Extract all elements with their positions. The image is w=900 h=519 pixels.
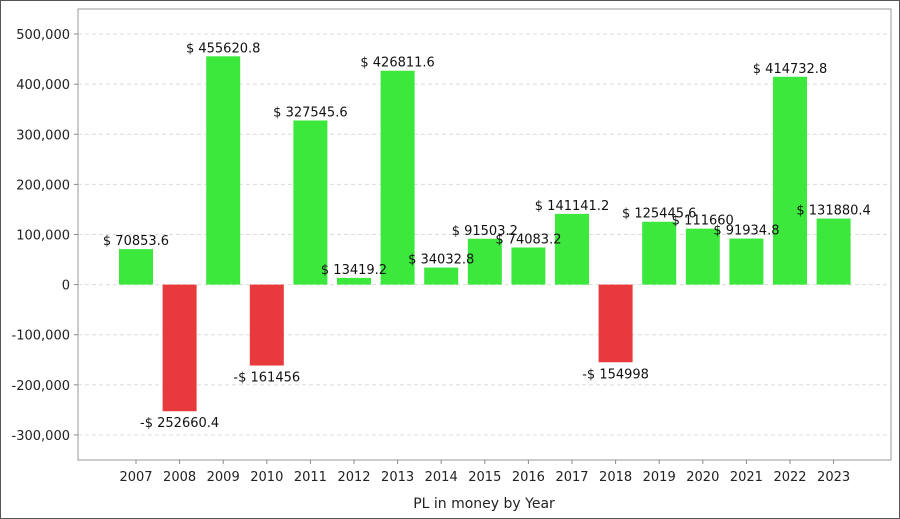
data-label-2010: -$ 161456 [233, 371, 300, 386]
data-label-2020: $ 111660 [672, 214, 734, 229]
bar-2010 [249, 284, 284, 366]
bar-2022 [773, 76, 807, 285]
y-tick-label: -300,000 [12, 429, 70, 444]
x-tick-label-2019: 2019 [643, 470, 676, 485]
x-tick-label-2007: 2007 [119, 470, 152, 485]
bar-2012 [337, 277, 371, 285]
data-label-2018: -$ 154998 [582, 367, 649, 382]
x-axis-title: PL in money by Year [413, 496, 555, 512]
data-label-2021: $ 91934.8 [713, 224, 779, 239]
bar-2007 [119, 249, 153, 285]
y-tick-label: -200,000 [12, 379, 70, 394]
data-label-2013: $ 426811.6 [360, 56, 434, 71]
bar-2011 [293, 120, 328, 285]
x-tick-label-2023: 2023 [817, 470, 850, 485]
x-tick-label-2011: 2011 [294, 470, 327, 485]
bar-2016 [511, 247, 546, 285]
x-tick-label-2021: 2021 [730, 470, 763, 485]
x-tick-label-2018: 2018 [599, 470, 632, 485]
bars [119, 56, 851, 412]
y-tick-label: 100,000 [16, 229, 70, 244]
y-tick-label: 500,000 [16, 28, 70, 43]
axes [74, 8, 892, 464]
x-tick-label-2017: 2017 [555, 470, 588, 485]
x-tick-label-2009: 2009 [207, 470, 240, 485]
data-label-2015: $ 91503.2 [452, 224, 518, 239]
bar-2014 [424, 267, 459, 285]
x-tick-label-2016: 2016 [512, 470, 545, 485]
data-label-2007: $ 70853.6 [103, 234, 169, 249]
y-tick-label: 0 [62, 279, 70, 294]
bar-2023 [816, 218, 851, 285]
data-label-2017: $ 141141.2 [535, 199, 609, 214]
data-labels: $ 70853.6 -$ 252660.4 $ 455620.8 -$ 161456 $… [103, 41, 871, 431]
data-label-2016: $ 74083.2 [495, 232, 561, 247]
y-tick-label: 400,000 [16, 78, 70, 93]
x-tick-label-2022: 2022 [773, 470, 806, 485]
bar-2009 [206, 56, 241, 285]
data-label-2022: $ 414732.8 [753, 62, 827, 77]
y-tick-labels: -300,000 -200,000 -100,000 0 100,000 200,000 3… [12, 28, 70, 444]
data-label-2023: $ 131880.4 [796, 204, 870, 219]
bar-2021 [729, 238, 764, 285]
data-label-2008: -$ 252660.4 [140, 416, 219, 431]
data-label-2014: $ 34032.8 [408, 253, 474, 268]
x-tick-label-2012: 2012 [337, 470, 370, 485]
bar-2013 [380, 70, 415, 285]
bar-2018 [598, 284, 633, 363]
bar-2015 [467, 238, 502, 285]
y-tick-label: 200,000 [16, 178, 70, 193]
data-label-2019: $ 125445.6 [622, 207, 696, 222]
x-tick-label-2015: 2015 [468, 470, 501, 485]
y-tick-label: -100,000 [12, 329, 70, 344]
data-label-2012: $ 13419.2 [321, 263, 387, 278]
bar-2008 [162, 284, 197, 412]
bar-2017 [555, 213, 589, 285]
bar-2019 [642, 221, 677, 285]
x-tick-label-2014: 2014 [425, 470, 458, 485]
data-label-2011: $ 327545.6 [273, 105, 347, 120]
x-tick-label-2013: 2013 [381, 470, 414, 485]
x-tick-labels: 2007 2008 2009 2010 2011 2012 2013 2014 2015 2016… [119, 470, 850, 485]
x-tick-label-2010: 2010 [250, 470, 283, 485]
y-tick-label: 300,000 [16, 128, 70, 143]
data-label-2009: $ 455620.8 [186, 41, 260, 56]
x-tick-label-2008: 2008 [163, 470, 196, 485]
x-tick-label-2020: 2020 [686, 470, 719, 485]
bar-2020 [685, 228, 720, 285]
